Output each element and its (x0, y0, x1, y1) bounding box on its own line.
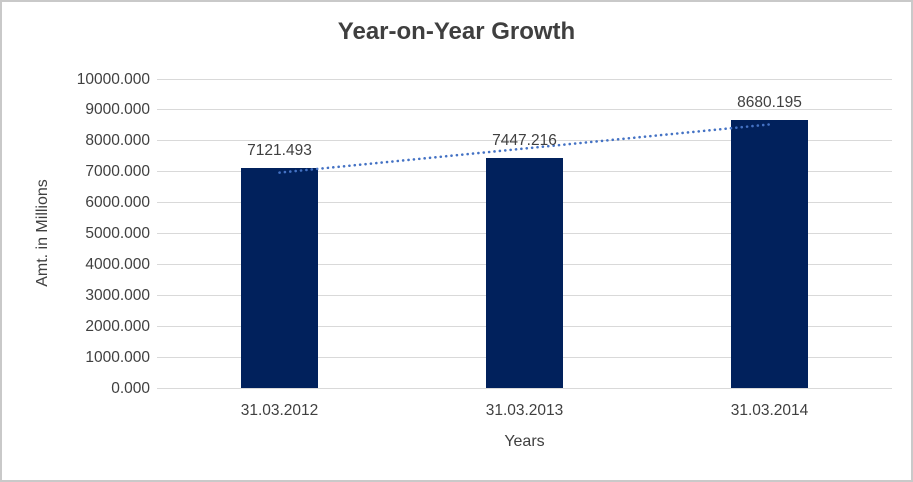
data-label: 7447.216 (492, 131, 557, 149)
y-tick-label: 0.000 (111, 379, 150, 397)
y-tick-label: 9000.000 (85, 101, 150, 119)
x-axis-title: Years (504, 433, 545, 450)
y-tick-label: 3000.000 (85, 286, 150, 304)
y-tick-label: 8000.000 (85, 132, 150, 150)
gridline (157, 387, 892, 389)
data-label: 8680.195 (737, 93, 802, 111)
y-tick-label: 4000.000 (85, 255, 150, 273)
bar (486, 157, 563, 388)
y-tick-label: 1000.000 (85, 348, 150, 366)
x-tick-label: 31.03.2014 (730, 402, 809, 419)
x-tick-label: 31.03.2013 (485, 402, 564, 419)
chart-title: Year-on-Year Growth (337, 18, 576, 45)
gridline (157, 109, 892, 111)
gridline (157, 78, 892, 80)
y-tick-label: 7000.000 (85, 163, 150, 181)
bar (241, 167, 318, 388)
x-tick-label: 31.03.2012 (240, 402, 319, 419)
y-tick-label: 5000.000 (85, 225, 150, 242)
data-label: 7121.493 (247, 141, 312, 159)
bar (731, 119, 808, 388)
y-tick-label: 10000.000 (76, 70, 150, 88)
y-tick-label: 2000.000 (85, 317, 150, 335)
y-axis-title: Amt. in Millions (34, 179, 51, 287)
y-tick-label: 6000.000 (85, 194, 150, 212)
